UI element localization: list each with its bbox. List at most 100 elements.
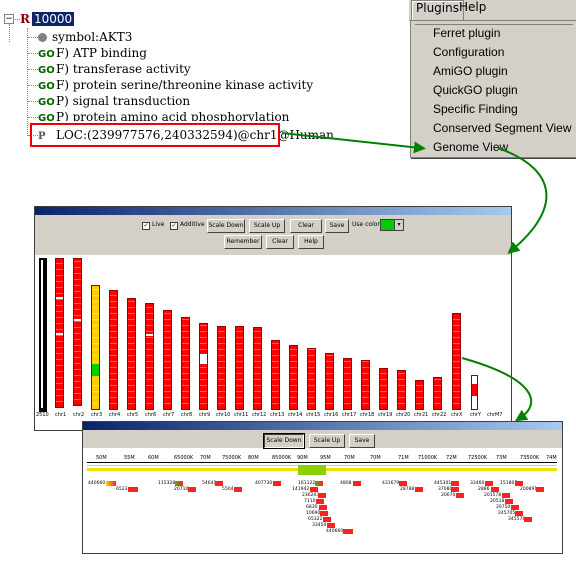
feature-bar[interactable] bbox=[188, 487, 196, 492]
chromosome-chr1[interactable] bbox=[55, 258, 64, 408]
feature-bar[interactable] bbox=[320, 511, 328, 516]
chromosome-chr18[interactable] bbox=[361, 360, 370, 410]
chromosome-chr9[interactable] bbox=[199, 323, 208, 410]
scale-down-button[interactable]: Scale Down bbox=[207, 219, 245, 233]
chromosome-chr2[interactable] bbox=[73, 258, 82, 406]
tree-item-go-transferase[interactable]: GOF) transferase activity bbox=[38, 62, 191, 76]
additive-checkbox[interactable]: Additive bbox=[170, 221, 205, 230]
tree-root-node[interactable]: 10000 bbox=[32, 12, 75, 26]
feature-bar[interactable] bbox=[353, 481, 361, 486]
feature-bar[interactable] bbox=[505, 499, 513, 504]
feature-bar[interactable] bbox=[511, 505, 519, 510]
feature-bar[interactable] bbox=[215, 481, 223, 486]
clear2-button[interactable]: Clear bbox=[266, 235, 294, 249]
use-color-label: Use color: bbox=[352, 221, 382, 228]
chrom-label: chr12 bbox=[252, 412, 267, 418]
feature-bar[interactable] bbox=[524, 517, 532, 522]
tree-item-go-kinase[interactable]: GOF) protein serine/threonine kinase act… bbox=[38, 78, 314, 92]
save-button[interactable]: Save bbox=[325, 219, 349, 233]
live-checkbox[interactable]: Live bbox=[142, 221, 164, 230]
chromosome-chr7[interactable] bbox=[163, 310, 172, 410]
menu-item-conserved-segment[interactable]: Conserved Segment View bbox=[433, 121, 572, 135]
feature-bar[interactable] bbox=[536, 487, 544, 492]
ruler-label: 85000K bbox=[272, 455, 292, 461]
feature-label: 161122 bbox=[298, 481, 316, 486]
detail-scale-up-button[interactable]: Scale Up bbox=[309, 434, 345, 448]
feature-label: 431679 bbox=[382, 481, 400, 486]
menu-item-configuration[interactable]: Configuration bbox=[433, 45, 505, 59]
feature-label: 54641 bbox=[202, 481, 217, 486]
chromosome-chr3[interactable] bbox=[91, 285, 100, 410]
tree-item-go-atp-binding[interactable]: GOF) ATP binding bbox=[38, 46, 147, 60]
menu-item-amigo[interactable]: AmiGO plugin bbox=[433, 64, 508, 78]
feature-bar[interactable] bbox=[451, 481, 459, 486]
feature-bar[interactable] bbox=[310, 487, 318, 492]
feature-bar[interactable] bbox=[456, 493, 464, 498]
tree-item-go-signal[interactable]: GOP) signal transduction bbox=[38, 94, 191, 108]
feature-bar[interactable] bbox=[273, 481, 281, 486]
feature-bar[interactable] bbox=[315, 481, 323, 486]
tree-item-go-phosphorylation[interactable]: GOP) protein amino acid phosphorylation bbox=[38, 109, 289, 121]
chromosome-chr14[interactable] bbox=[289, 345, 298, 410]
menu-item-ferret[interactable]: Ferret plugin bbox=[433, 26, 501, 40]
feature-bar[interactable] bbox=[128, 487, 138, 492]
tree-item-location[interactable]: P LOC:(239977576,240332594)@chr1@Human bbox=[38, 128, 334, 142]
scale-up-button[interactable]: Scale Up bbox=[249, 219, 285, 233]
menu-item-quickgo[interactable]: QuickGO plugin bbox=[433, 83, 518, 97]
feature-bar[interactable] bbox=[451, 487, 459, 492]
chromosome-chr22[interactable] bbox=[433, 377, 442, 410]
chromosome-chrX[interactable] bbox=[452, 313, 461, 410]
tree-item-symbol[interactable]: symbol:AKT3 bbox=[38, 29, 132, 45]
feature-label: 236203 bbox=[302, 493, 320, 498]
chromosome-chr8[interactable] bbox=[181, 317, 190, 410]
feature-bar[interactable] bbox=[515, 481, 523, 486]
menu-help[interactable]: Help bbox=[459, 0, 487, 14]
help-button[interactable]: Help bbox=[298, 235, 324, 249]
feature-bar[interactable] bbox=[343, 529, 353, 534]
genome-window-titlebar[interactable] bbox=[35, 207, 511, 215]
chromosome-chr13[interactable] bbox=[271, 340, 280, 410]
chromosome-chr15[interactable] bbox=[307, 348, 316, 410]
chromosome-chr20[interactable] bbox=[397, 370, 406, 410]
feature-bar[interactable] bbox=[323, 517, 331, 522]
go-icon: GO bbox=[38, 113, 55, 121]
menu-item-genome-view[interactable]: Genome View bbox=[433, 140, 509, 154]
chromosome-chr19[interactable] bbox=[379, 368, 388, 410]
chrom-label: chr17 bbox=[342, 412, 357, 418]
chromosome-chr5[interactable] bbox=[127, 298, 136, 410]
feature-bar[interactable] bbox=[415, 487, 423, 492]
chromosome-chr16[interactable] bbox=[325, 353, 334, 410]
feature-bar[interactable] bbox=[515, 511, 523, 516]
chromosome-chr4[interactable] bbox=[109, 290, 118, 410]
feature-bar[interactable] bbox=[502, 493, 510, 498]
chromosome-chr17[interactable] bbox=[343, 358, 352, 410]
feature-bar[interactable] bbox=[316, 499, 324, 504]
chromosome-chrY[interactable] bbox=[471, 375, 478, 410]
chromosome-chr6[interactable] bbox=[145, 303, 154, 410]
chrom-label: chrM7 bbox=[487, 412, 503, 418]
feature-bar[interactable] bbox=[327, 523, 335, 528]
feature-bar[interactable] bbox=[399, 481, 407, 486]
detail-window-titlebar[interactable] bbox=[83, 422, 562, 430]
chromosome-chr12[interactable] bbox=[253, 327, 262, 410]
chrom-label: chr16 bbox=[324, 412, 339, 418]
chevron-down-icon[interactable]: ▾ bbox=[394, 219, 404, 231]
clear-button[interactable]: Clear bbox=[290, 219, 322, 233]
menu-item-specific-finding[interactable]: Specific Finding bbox=[433, 102, 518, 116]
feature-bar[interactable] bbox=[175, 481, 183, 486]
chromosome-chr11[interactable] bbox=[235, 326, 244, 410]
feature-bar[interactable] bbox=[491, 487, 499, 492]
feature-bar[interactable] bbox=[318, 493, 326, 498]
chrom-label: chr5 bbox=[127, 412, 139, 418]
feature-bar[interactable] bbox=[106, 481, 116, 486]
tree-collapse-toggle[interactable]: − bbox=[4, 14, 14, 24]
chromosome-chr10[interactable] bbox=[217, 326, 226, 410]
feature-bar[interactable] bbox=[234, 487, 242, 492]
chromosome-chr21[interactable] bbox=[415, 380, 424, 410]
feature-bar[interactable] bbox=[319, 505, 327, 510]
go-icon: GO bbox=[38, 81, 55, 92]
feature-bar[interactable] bbox=[485, 481, 493, 486]
detail-save-button[interactable]: Save bbox=[349, 434, 375, 448]
remember-button[interactable]: Remember bbox=[224, 235, 262, 249]
detail-scale-down-button[interactable]: Scale Down bbox=[264, 434, 304, 448]
